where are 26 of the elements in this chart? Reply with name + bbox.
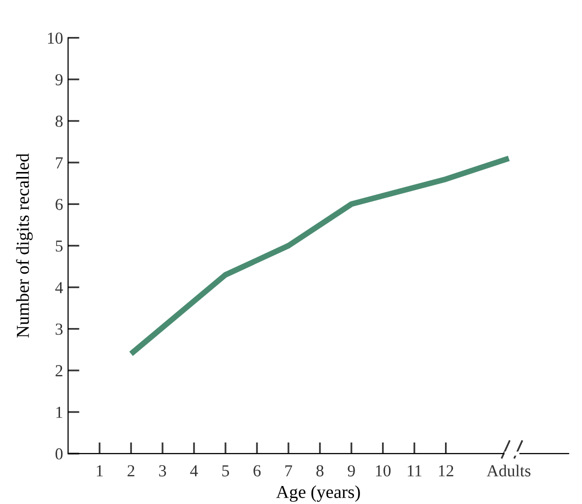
y-tick-label: 6 bbox=[56, 198, 63, 210]
x-tick-label: 1 bbox=[96, 465, 103, 476]
x-tick-label: 6 bbox=[254, 465, 261, 476]
y-tick-label: 9 bbox=[55, 74, 63, 86]
x-tick-label: 2 bbox=[128, 465, 134, 476]
y-tick-label: 1 bbox=[56, 406, 62, 418]
x-tick-label: 7 bbox=[285, 465, 292, 476]
x-tick-label: 9 bbox=[348, 465, 355, 476]
x-tick-label: 3 bbox=[159, 465, 166, 476]
x-tick-label: 12 bbox=[438, 465, 454, 476]
y-tick-label: 7 bbox=[56, 157, 63, 168]
x-tick-label: 4 bbox=[190, 465, 198, 476]
x-tick-label: 11 bbox=[408, 465, 422, 476]
y-tick-label: 0 bbox=[56, 448, 63, 460]
x-tick-label: Adults bbox=[486, 464, 530, 476]
y-tick-label: 8 bbox=[56, 116, 63, 127]
x-tick-label: 10 bbox=[376, 465, 391, 476]
y-tick-label: 2 bbox=[56, 365, 62, 376]
y-axis-title: Number of digits recalled bbox=[16, 153, 33, 338]
y-tick-label: 5 bbox=[56, 240, 63, 252]
y-tick-label: 10 bbox=[48, 32, 63, 44]
x-tick-label: 8 bbox=[316, 465, 324, 476]
y-tick-label: 4 bbox=[55, 282, 63, 294]
x-axis-title: Age (years) bbox=[276, 485, 360, 502]
y-tick-label: 3 bbox=[56, 324, 63, 335]
x-tick-label: 5 bbox=[222, 465, 230, 476]
